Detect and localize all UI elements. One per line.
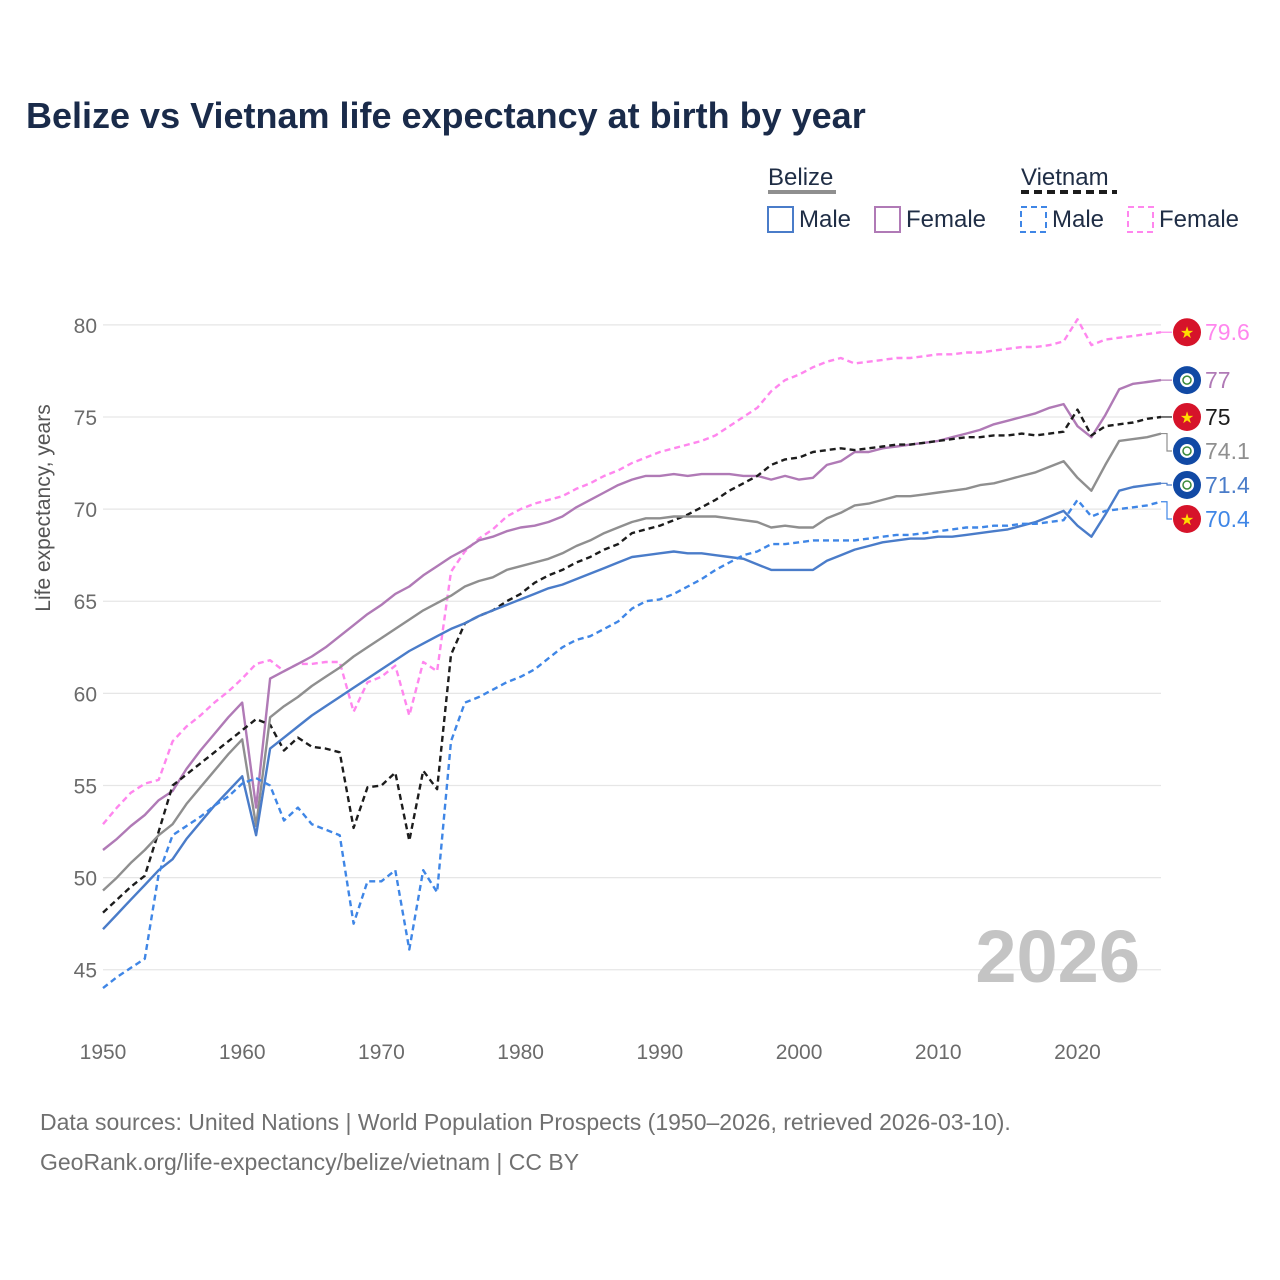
- belize-emblem-icon: [1180, 373, 1194, 388]
- vietnam-flag-icon: [1173, 318, 1201, 347]
- vietnam-flag-icon: [1173, 504, 1201, 533]
- legend-belize-female-swatch[interactable]: [874, 206, 901, 233]
- belize-wreath-icon: [1182, 480, 1192, 490]
- series-line-vietnam-male[interactable]: [102, 498, 1162, 990]
- end-label-belize-female: 77: [1205, 367, 1231, 393]
- series-line-belize-female[interactable]: [102, 378, 1162, 851]
- belize-wreath-icon: [1182, 375, 1192, 385]
- belize-emblem-icon: [1180, 443, 1194, 458]
- x-axis-ticks: 1950 1960 1970 1980 1990 2000 2010 2020: [80, 1041, 1101, 1064]
- chart-title: Belize vs Vietnam life expectancy at bir…: [26, 95, 866, 136]
- vietnam-flag-icon: [1173, 402, 1201, 431]
- y-tick-50: 50: [74, 868, 97, 891]
- y-tick-45: 45: [74, 960, 97, 983]
- star-icon: ★: [1180, 512, 1194, 529]
- series-line-vietnam[interactable]: [102, 408, 1162, 914]
- star-icon: ★: [1180, 325, 1194, 342]
- x-tick-2000: 2000: [776, 1041, 823, 1064]
- series-line-vietnam-female[interactable]: [102, 318, 1162, 825]
- y-axis-ticks: 45 50 55 60 65 70 75 80: [74, 315, 97, 983]
- end-label-vietnam: 75: [1205, 404, 1231, 430]
- legend-vietnam-female-swatch[interactable]: [1127, 206, 1154, 233]
- legend-belize-header: Belize: [768, 164, 833, 191]
- legend-vietnam-header: Vietnam: [1021, 164, 1109, 191]
- series-line-belize[interactable]: [102, 432, 1162, 892]
- series-line-belize-male[interactable]: [102, 482, 1162, 931]
- x-tick-1960: 1960: [219, 1041, 266, 1064]
- y-tick-65: 65: [74, 591, 97, 614]
- end-labels: ★ 79.6 77 ★ 75 74.1 71.4 ★ 70.4: [1161, 318, 1250, 533]
- end-label-vietnam-male: 70.4: [1205, 506, 1250, 532]
- x-tick-1950: 1950: [80, 1041, 127, 1064]
- end-connector-belize: [1161, 432, 1172, 452]
- series-lines: [102, 318, 1162, 990]
- x-tick-2020: 2020: [1054, 1041, 1101, 1064]
- end-connector-belize-male: [1161, 482, 1172, 486]
- star-icon: ★: [1180, 410, 1194, 427]
- y-tick-60: 60: [74, 683, 97, 706]
- legend-vietnam-female-label[interactable]: Female: [1159, 206, 1239, 233]
- legend-belize-male-label[interactable]: Male: [799, 206, 851, 233]
- legend-belize-male-swatch[interactable]: [767, 206, 794, 233]
- y-tick-55: 55: [74, 775, 97, 798]
- x-tick-1990: 1990: [636, 1041, 683, 1064]
- grid: [103, 324, 1161, 971]
- end-connector-vietnam-male: [1161, 501, 1172, 520]
- data-source-text: Data sources: United Nations | World Pop…: [40, 1109, 1011, 1135]
- current-year-label: 2026: [975, 915, 1140, 998]
- belize-emblem-icon: [1180, 477, 1194, 492]
- legend-vietnam-male-label[interactable]: Male: [1052, 206, 1104, 233]
- x-tick-1970: 1970: [358, 1041, 405, 1064]
- y-tick-80: 80: [74, 315, 97, 338]
- end-label-belize-male: 71.4: [1205, 472, 1250, 498]
- legend-vietnam-male-swatch[interactable]: [1020, 206, 1047, 233]
- x-tick-1980: 1980: [497, 1041, 544, 1064]
- belize-wreath-icon: [1182, 446, 1192, 456]
- y-tick-75: 75: [74, 407, 97, 430]
- end-label-vietnam-female: 79.6: [1205, 319, 1250, 345]
- y-axis-label: Life expectancy, years: [32, 404, 55, 611]
- legend-belize-female-label[interactable]: Female: [906, 206, 986, 233]
- end-label-belize: 74.1: [1205, 438, 1250, 464]
- x-tick-2010: 2010: [915, 1041, 962, 1064]
- legend: Belize Vietnam Male Female Male Female: [767, 164, 1239, 233]
- y-tick-70: 70: [74, 499, 97, 522]
- attribution-text[interactable]: GeoRank.org/life-expectancy/belize/vietn…: [40, 1149, 579, 1175]
